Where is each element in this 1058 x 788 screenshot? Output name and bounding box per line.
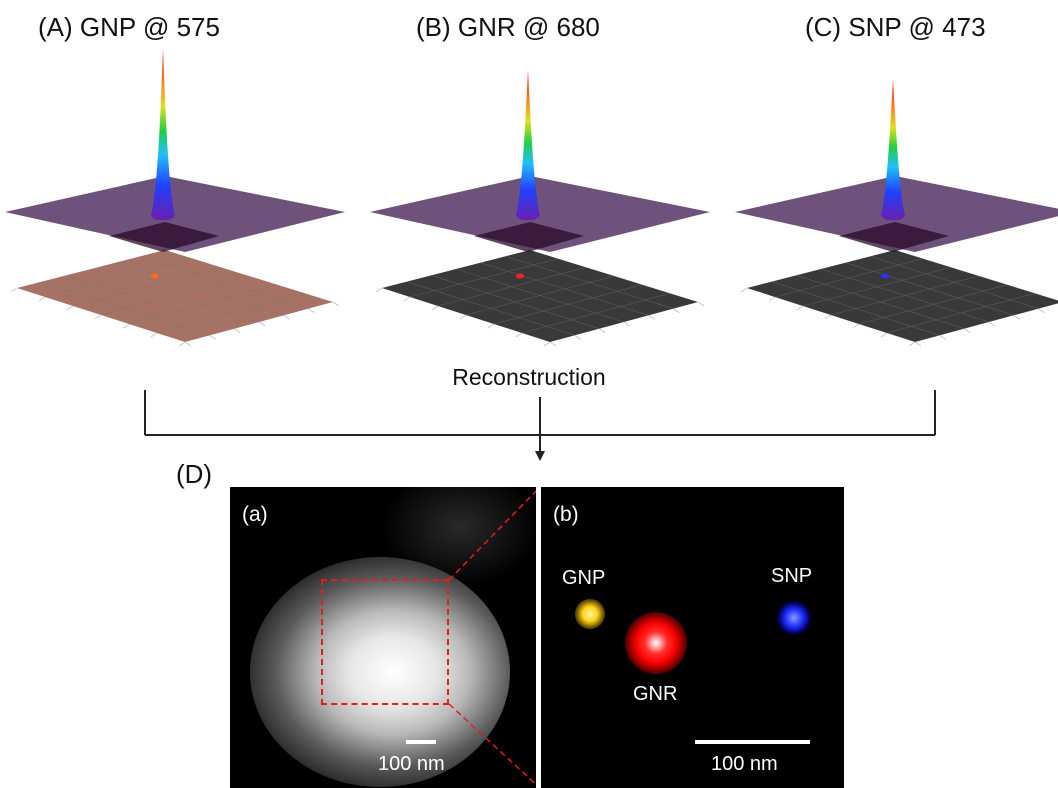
detector-plane xyxy=(382,250,698,342)
reconstructed-image: (b) GNP GNR SNP 100 nm xyxy=(541,487,844,788)
psf-plot-a xyxy=(5,48,345,347)
snp-label: SNP xyxy=(771,565,813,587)
scale-bar-a xyxy=(406,740,436,744)
psf-plot-b xyxy=(370,70,710,347)
gnp-spot xyxy=(575,599,605,629)
detector-spot xyxy=(151,273,159,279)
scale-label-a: 100 nm xyxy=(378,753,445,775)
widefield-image: (a) 100 nm xyxy=(230,487,536,788)
gnr-label: GNR xyxy=(633,683,678,705)
detector-grid xyxy=(375,256,705,347)
scale-label-b: 100 nm xyxy=(711,753,778,775)
psf-plot-c xyxy=(735,80,1058,347)
intensity-plane xyxy=(370,176,710,252)
snp-spot xyxy=(777,601,811,635)
image-divider xyxy=(536,487,541,788)
detector-plane xyxy=(17,250,333,342)
subpanel-b-label: (b) xyxy=(553,503,579,526)
panel-d-label: (D) xyxy=(176,459,213,489)
zoom-box xyxy=(321,579,449,705)
plane-shadow xyxy=(109,222,219,252)
gnr-spot xyxy=(625,612,687,674)
subpanel-a-label: (a) xyxy=(242,503,268,526)
detector-grid xyxy=(10,256,340,347)
psf-peak xyxy=(516,70,540,220)
psf-peak xyxy=(881,80,905,220)
scale-bar-b xyxy=(695,740,810,744)
plane-shadow xyxy=(474,222,584,252)
intensity-plane xyxy=(5,176,345,252)
panel-b-title: (B) GNR @ 680 xyxy=(416,12,600,42)
detector-grid xyxy=(740,256,1045,347)
panel-a-title: (A) GNP @ 575 xyxy=(38,12,220,42)
detector-spot xyxy=(881,273,889,279)
detector-spot xyxy=(516,273,524,279)
reconstruction-bracket xyxy=(144,390,936,461)
panel-c-title: (C) SNP @ 473 xyxy=(805,12,986,42)
gnp-label: GNP xyxy=(562,567,606,589)
psf-peak xyxy=(151,48,175,220)
plane-shadow xyxy=(839,222,949,252)
reconstruction-label: Reconstruction xyxy=(452,364,606,390)
